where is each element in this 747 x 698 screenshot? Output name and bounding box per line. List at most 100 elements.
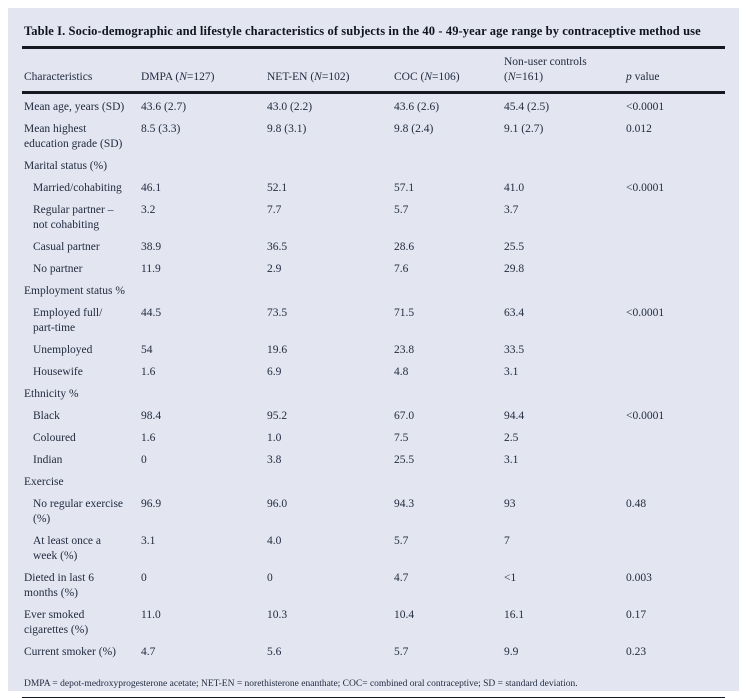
cell-value (626, 156, 725, 178)
cell-value: 4.8 (394, 366, 409, 378)
cell-value: 45.4 (2.5) (504, 101, 550, 113)
cell-value (626, 259, 725, 281)
cell-value: 3.7 (504, 204, 519, 216)
cell-value (267, 156, 394, 178)
cell-value (267, 384, 394, 406)
section-row: Marital status (%) (22, 156, 725, 178)
table-row: Indian 0 3.8 25.5 3.1 (22, 450, 725, 472)
cell-value: 71.5 (394, 307, 415, 319)
table-body: Mean age, years (SD) 43.6 (2.7) 43.0 (2.2)… (22, 93, 725, 665)
cell-value (626, 362, 725, 384)
cell-value: 9.8 (3.1) (267, 123, 307, 135)
row-label: Exercise (24, 476, 64, 488)
cell-value (626, 340, 725, 362)
row-label: Indian (33, 454, 63, 466)
cell-value: 28.6 (394, 241, 415, 253)
cell-value (267, 281, 394, 303)
cell-value: 33.5 (504, 344, 525, 356)
cell-value: 0.17 (626, 609, 647, 621)
cell-value: 0 (267, 572, 273, 584)
row-label: Housewife (33, 366, 83, 378)
cell-value (394, 472, 504, 494)
cell-value: 29.8 (504, 263, 525, 275)
cell-value: 0 (141, 454, 147, 466)
table-row: Black 98.4 95.2 67.0 94.4 <0.0001 (22, 406, 725, 428)
row-label: Ethnicity % (24, 388, 79, 400)
row-label: Casual partner (33, 241, 100, 253)
cell-value: 98.4 (141, 410, 162, 422)
table-row: Married/cohabiting 46.1 52.1 57.1 41.0 <0.000… (22, 178, 725, 200)
cell-value (141, 384, 267, 406)
row-label: Mean age, years (SD) (24, 101, 125, 113)
cell-value: 54 (141, 344, 153, 356)
row-label: Married/cohabiting (33, 182, 122, 194)
cell-value (626, 428, 725, 450)
cell-value: 4.7 (394, 572, 409, 584)
cell-value: 38.9 (141, 241, 162, 253)
cell-value: 16.1 (504, 609, 525, 621)
cell-value: 0 (141, 572, 147, 584)
cell-value: 25.5 (504, 241, 525, 253)
cell-value: 63.4 (504, 307, 525, 319)
cell-value: 9.8 (2.4) (394, 123, 434, 135)
cell-value (267, 472, 394, 494)
col-header-coc: COC (N=106) (394, 49, 504, 94)
cell-value: 1.0 (267, 432, 282, 444)
table-row: Mean age, years (SD) 43.6 (2.7) 43.0 (2.2)… (22, 93, 725, 120)
section-row: Exercise (22, 472, 725, 494)
cell-value: 57.1 (394, 182, 415, 194)
cell-value: 3.1 (504, 366, 519, 378)
title-rule (22, 46, 725, 49)
row-label: Current smoker (%) (24, 646, 116, 658)
cell-value: 5.7 (394, 204, 409, 216)
cell-value: 1.6 (141, 366, 156, 378)
cell-value: 3.8 (267, 454, 282, 466)
row-label: Marital status (%) (24, 160, 108, 172)
row-label: Ever smoked cigarettes (%) (24, 609, 89, 636)
cell-value: 0.012 (626, 123, 652, 135)
cell-value: <1 (504, 572, 517, 584)
table-title: Table I. Socio-demographic and lifestyle… (24, 24, 701, 38)
cell-value: 8.5 (3.3) (141, 123, 181, 135)
table-row: Mean highest education grade (SD) 8.5 (3.… (22, 119, 725, 156)
cell-value (626, 450, 725, 472)
cell-value: 67.0 (394, 410, 415, 422)
cell-value (504, 384, 626, 406)
row-label: Employment status % (24, 285, 125, 297)
cell-value: 43.6 (2.6) (394, 101, 440, 113)
cell-value: 94.4 (504, 410, 525, 422)
cell-value (394, 156, 504, 178)
cell-value: 23.8 (394, 344, 415, 356)
cell-value: 52.1 (267, 182, 288, 194)
cell-value: 5.7 (394, 646, 409, 658)
cell-value (626, 200, 725, 237)
table-row: Regular partner – not cohabiting 3.2 7.7 5.… (22, 200, 725, 237)
cell-value: 36.5 (267, 241, 288, 253)
cell-value: 3.1 (141, 535, 156, 547)
cell-value: 7.5 (394, 432, 409, 444)
cell-value (626, 237, 725, 259)
col-header-net-en: NET-EN (N=102) (267, 49, 394, 94)
cell-value (626, 281, 725, 303)
cell-value (504, 472, 626, 494)
cell-value: 46.1 (141, 182, 162, 194)
row-label: No regular exercise (%) (33, 498, 124, 525)
cell-value: <0.0001 (626, 101, 665, 113)
table-row: Casual partner 38.9 36.5 28.6 25.5 (22, 237, 725, 259)
cell-value (141, 156, 267, 178)
cell-value (504, 156, 626, 178)
row-label: Mean highest education grade (SD) (24, 123, 123, 150)
cell-value (141, 472, 267, 494)
cell-value (626, 384, 725, 406)
col-header-characteristics: Characteristics (22, 49, 141, 94)
row-label: No partner (33, 263, 83, 275)
col-header-dmpa: DMPA (N=127) (141, 49, 267, 94)
table-panel: Table I. Socio-demographic and lifestyle… (8, 8, 739, 698)
section-row: Ethnicity % (22, 384, 725, 406)
table-row: At least once a week (%) 3.1 4.0 5.7 7 (22, 531, 725, 568)
cell-value: 11.0 (141, 609, 161, 621)
section-row: Employment status % (22, 281, 725, 303)
cell-value: 9.9 (504, 646, 519, 658)
row-label: Unemployed (33, 344, 93, 356)
table-footnote: DMPA = depot-medroxyprogesterone acetate… (24, 679, 578, 689)
